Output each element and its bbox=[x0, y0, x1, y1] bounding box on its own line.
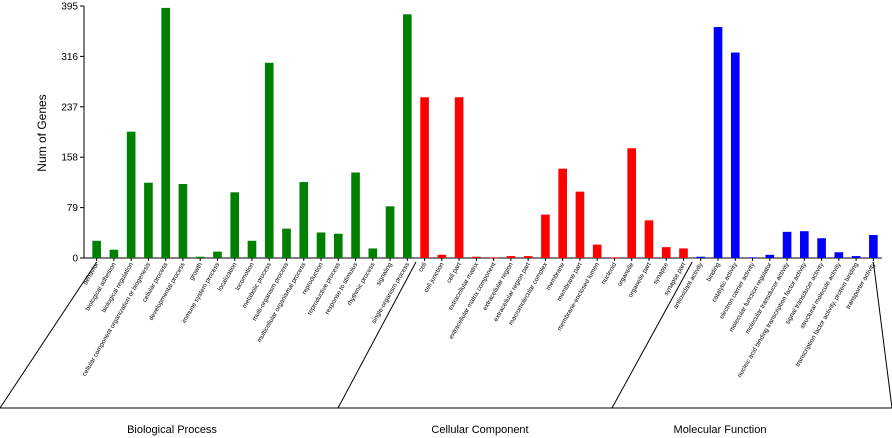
bar bbox=[575, 191, 585, 258]
y-tick-label: 79 bbox=[67, 203, 79, 214]
y-axis-label: Num of Genes bbox=[35, 94, 49, 171]
bar bbox=[696, 256, 706, 258]
y-tick-label: 158 bbox=[61, 153, 78, 164]
bar bbox=[368, 248, 378, 258]
y-tick-label: 237 bbox=[61, 102, 78, 113]
bar bbox=[333, 233, 343, 258]
x-tick-label: immune system process bbox=[181, 262, 222, 325]
axes bbox=[83, 6, 882, 259]
bar bbox=[385, 206, 395, 258]
bar bbox=[869, 235, 878, 258]
x-tick-label: synapse bbox=[652, 261, 670, 285]
bar bbox=[851, 256, 861, 258]
x-tick-label: signaling bbox=[375, 261, 394, 287]
group-labels: Biological Process Cellular Component Mole… bbox=[127, 424, 766, 436]
y-tick-label: 0 bbox=[72, 254, 78, 265]
group-divider bbox=[337, 261, 417, 409]
bar bbox=[558, 168, 567, 258]
x-tick-label: behavior bbox=[82, 261, 101, 286]
bar bbox=[109, 249, 119, 258]
bar bbox=[316, 232, 326, 258]
x-tick-label: cell bbox=[417, 262, 428, 274]
bar bbox=[541, 214, 550, 258]
bar bbox=[713, 27, 723, 258]
bar bbox=[817, 238, 826, 258]
bars bbox=[92, 7, 878, 259]
bar bbox=[247, 240, 257, 258]
bar bbox=[299, 182, 309, 258]
bar bbox=[126, 131, 136, 258]
bar bbox=[264, 62, 274, 258]
y-tick-label: 316 bbox=[61, 52, 78, 63]
y-ticks: 0 79 158 237 316 395 bbox=[61, 2, 84, 265]
bar bbox=[403, 14, 412, 259]
bar bbox=[351, 172, 360, 258]
bar bbox=[748, 257, 757, 259]
bar bbox=[92, 240, 101, 258]
bar bbox=[195, 256, 205, 258]
bar bbox=[644, 220, 654, 258]
group-frame bbox=[0, 261, 892, 409]
group-box bbox=[0, 261, 892, 409]
bar bbox=[730, 52, 740, 258]
x-tick-label: cell part bbox=[446, 261, 463, 284]
bar bbox=[454, 97, 464, 258]
bar bbox=[506, 256, 516, 258]
bar bbox=[765, 254, 775, 258]
bar bbox=[144, 182, 153, 258]
bar bbox=[178, 183, 188, 258]
bar bbox=[282, 228, 291, 258]
group-label: Biological Process bbox=[127, 424, 217, 436]
x-tick-label: single-organism process bbox=[370, 262, 411, 325]
bar bbox=[782, 231, 792, 258]
bar bbox=[800, 231, 809, 258]
x-tick-label: growth bbox=[188, 261, 204, 281]
bar bbox=[834, 252, 844, 258]
x-tick-label: binding bbox=[705, 261, 722, 283]
bar bbox=[523, 256, 533, 258]
group-divider bbox=[611, 261, 693, 409]
bar bbox=[420, 97, 429, 258]
bar bbox=[230, 192, 240, 258]
bar bbox=[161, 7, 170, 258]
bar bbox=[661, 247, 671, 258]
bar bbox=[437, 254, 447, 258]
y-tick-label: 395 bbox=[61, 2, 78, 13]
bar bbox=[472, 256, 481, 258]
bar bbox=[679, 248, 688, 258]
bar bbox=[627, 148, 637, 258]
bar bbox=[213, 251, 222, 258]
group-label: Molecular Function bbox=[674, 424, 767, 436]
bar bbox=[610, 257, 619, 259]
bar bbox=[489, 257, 498, 259]
x-tick-label: nucleoid bbox=[600, 261, 618, 286]
bar bbox=[592, 244, 602, 258]
group-label: Cellular Component bbox=[431, 424, 528, 436]
